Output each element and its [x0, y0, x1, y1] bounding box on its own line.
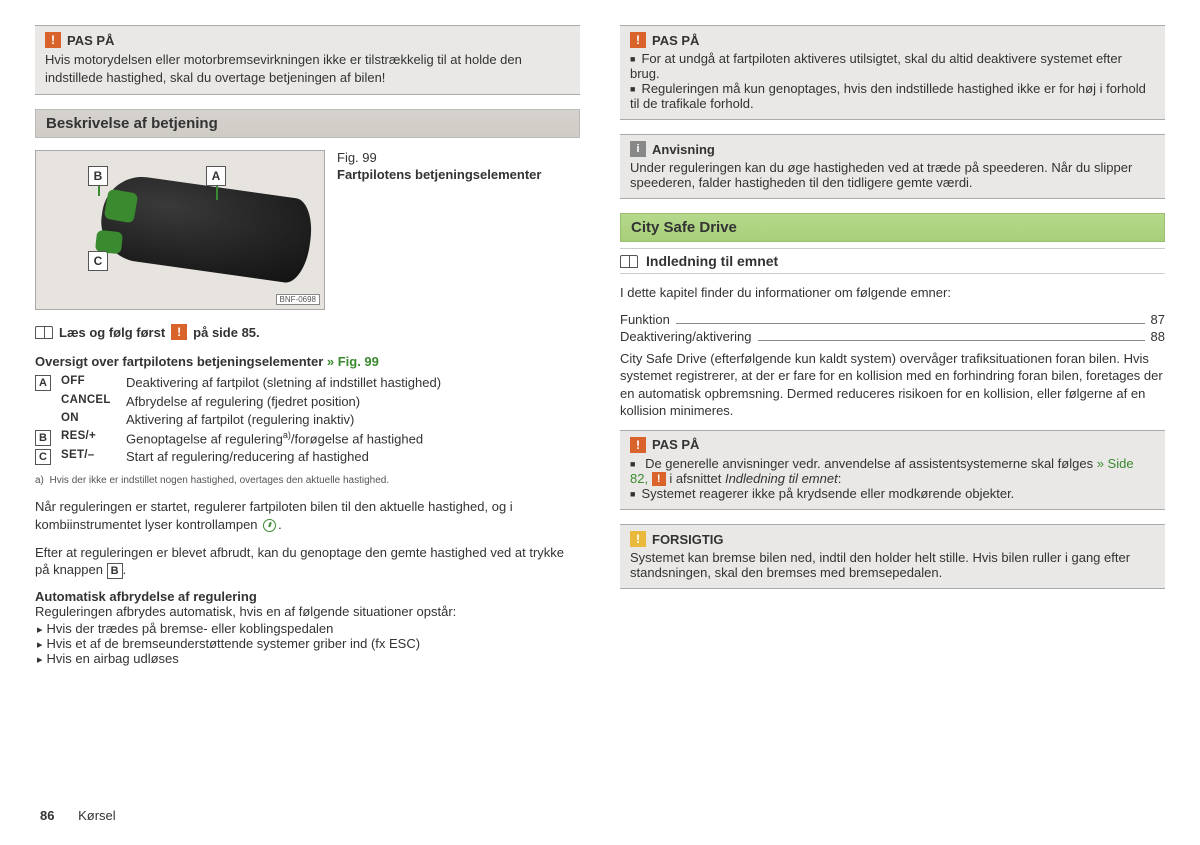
warning-title: PAS PÅ: [652, 437, 699, 452]
toc-page: 87: [1151, 312, 1165, 327]
section-heading-green: City Safe Drive: [620, 213, 1165, 242]
auto-break-title: Automatisk afbrydelse af regulering: [35, 589, 580, 604]
right-column: ! PAS PÅ For at undgå at fartpiloten akt…: [620, 25, 1165, 666]
read-first-line: Læs og følg først ! på side 85.: [35, 324, 580, 340]
exclamation-icon: !: [630, 437, 646, 453]
book-subheading: Indledning til emnet: [620, 248, 1165, 274]
toc-intro: I dette kapitel finder du informationer …: [620, 284, 1165, 302]
info-body: Under reguleringen kan du øge hastighede…: [630, 160, 1155, 190]
warning-title: PAS PÅ: [652, 33, 699, 48]
warning-header: ! PAS PÅ: [45, 32, 570, 48]
exclamation-icon: !: [45, 32, 61, 48]
warning-box-3: ! PAS PÅ De generelle anvisninger vedr. …: [620, 430, 1165, 511]
toc-label: Deaktivering/aktivering: [620, 329, 752, 344]
page-number: 86: [40, 808, 54, 823]
control-row-on: ON Aktivering af fartpilot (regulering i…: [35, 412, 580, 427]
toc-row: Deaktivering/aktivering 88: [620, 329, 1165, 344]
list-item: Systemet reagerer ikke på krydsende elle…: [630, 486, 1155, 501]
control-label: CANCEL: [61, 394, 116, 406]
warning-list: De generelle anvisninger vedr. anvendels…: [630, 456, 1155, 502]
caution-header: ! FORSIGTIG: [630, 531, 1155, 547]
caution-title: FORSIGTIG: [652, 532, 724, 547]
stalk-lever-shape: [96, 172, 316, 285]
page-footer: 86 Kørsel: [40, 808, 116, 823]
info-icon: i: [630, 141, 646, 157]
warning-body: Hvis motorydelsen eller motorbremsevirkn…: [45, 51, 570, 86]
exclamation-icon: !: [630, 32, 646, 48]
control-desc: Deaktivering af fartpilot (sletning af i…: [126, 375, 580, 390]
control-label: RES/+: [61, 430, 116, 442]
figure-caption-text: Fartpilotens betjeningselementer: [337, 167, 541, 182]
control-label: ON: [61, 412, 116, 424]
auto-break-list: Hvis der trædes på bremse- eller kobling…: [37, 621, 580, 666]
info-header: i Anvisning: [630, 141, 1155, 157]
caution-box: ! FORSIGTIG Systemet kan bremse bilen ne…: [620, 524, 1165, 589]
exclamation-icon: !: [630, 531, 646, 547]
warning-title: PAS PÅ: [67, 33, 114, 48]
list-item: Hvis der trædes på bremse- eller kobling…: [37, 621, 580, 636]
control-row-res: B RES/+ Genoptagelse af reguleringa)/for…: [35, 430, 580, 446]
read-first-pre: Læs og følg først: [59, 325, 165, 340]
control-row-off: A OFF Deaktivering af fartpilot (sletnin…: [35, 375, 580, 391]
cruise-lamp-icon: [263, 519, 276, 532]
info-title: Anvisning: [652, 142, 715, 157]
book-icon: [35, 326, 53, 339]
paragraph-regulation: Når reguleringen er startet, regulerer f…: [35, 498, 580, 533]
chapter-name: Kørsel: [78, 808, 116, 823]
figure-caption: Fig. 99 Fartpilotens betjeningselementer: [337, 150, 541, 310]
paragraph-resume: Efter at reguleringen er blevet afbrudt,…: [35, 544, 580, 579]
footnote: a) Hvis der ikke er indstillet nogen has…: [35, 475, 580, 486]
warning-box-2: ! PAS PÅ For at undgå at fartpiloten akt…: [620, 25, 1165, 120]
exclamation-icon: !: [171, 324, 187, 340]
warning-header: ! PAS PÅ: [630, 437, 1155, 453]
city-safe-desc: City Safe Drive (efterfølgende kun kaldt…: [620, 350, 1165, 420]
warning-box-1: ! PAS PÅ Hvis motorydelsen eller motorbr…: [35, 25, 580, 95]
callout-square: B: [35, 430, 51, 446]
list-item: Reguleringen må kun genoptages, hvis den…: [630, 81, 1155, 111]
control-row-cancel: CANCEL Afbrydelse af regulering (fjedret…: [35, 394, 580, 409]
toc-label: Funktion: [620, 312, 670, 327]
toc-leader: [676, 323, 1145, 324]
caution-body: Systemet kan bremse bilen ned, indtil de…: [630, 550, 1155, 580]
list-item: De generelle anvisninger vedr. anvendels…: [630, 456, 1155, 487]
figure-wrap: B A C BNF-0698 Fig. 99 Fartpilotens betj…: [35, 150, 580, 310]
image-ref: BNF-0698: [276, 294, 320, 305]
auto-break-intro: Reguleringen afbrydes automatisk, hvis e…: [35, 604, 580, 619]
list-item: Hvis et af de bremseunderstøttende syste…: [37, 636, 580, 651]
control-desc: Afbrydelse af regulering (fjedret positi…: [126, 394, 580, 409]
warning-list: For at undgå at fartpiloten aktiveres ut…: [630, 51, 1155, 111]
control-row-set: C SET/– Start af regulering/reducering a…: [35, 449, 580, 465]
figure-number: Fig. 99: [337, 150, 541, 165]
warning-header: ! PAS PÅ: [630, 32, 1155, 48]
read-first-post: på side 85.: [193, 325, 259, 340]
control-desc: Genoptagelse af reguleringa)/forøgelse a…: [126, 430, 580, 446]
callout-b: B: [88, 166, 108, 186]
control-desc: Start af regulering/reducering af hastig…: [126, 449, 580, 464]
toc-row: Funktion 87: [620, 312, 1165, 327]
left-column: ! PAS PÅ Hvis motorydelsen eller motorbr…: [35, 25, 580, 666]
callout-square: C: [35, 449, 51, 465]
control-desc: Aktivering af fartpilot (regulering inak…: [126, 412, 580, 427]
figure-image: B A C BNF-0698: [35, 150, 325, 310]
callout-square: B: [107, 563, 123, 579]
overview-title: Oversigt over fartpilotens betjeningsele…: [35, 354, 580, 369]
callout-c: C: [88, 251, 108, 271]
list-item: Hvis en airbag udløses: [37, 651, 580, 666]
control-label: OFF: [61, 375, 116, 387]
toc-leader: [758, 340, 1145, 341]
callout-square: A: [35, 375, 51, 391]
control-label: SET/–: [61, 449, 116, 461]
page-columns: ! PAS PÅ Hvis motorydelsen eller motorbr…: [35, 25, 1165, 666]
stalk-green-tip: [104, 189, 139, 224]
exclamation-icon: !: [652, 472, 666, 486]
book-icon: [620, 255, 638, 268]
section-heading-grey: Beskrivelse af betjening: [35, 109, 580, 138]
info-box: i Anvisning Under reguleringen kan du øg…: [620, 134, 1165, 199]
callout-a: A: [206, 166, 226, 186]
toc-page: 88: [1151, 329, 1165, 344]
list-item: For at undgå at fartpiloten aktiveres ut…: [630, 51, 1155, 81]
